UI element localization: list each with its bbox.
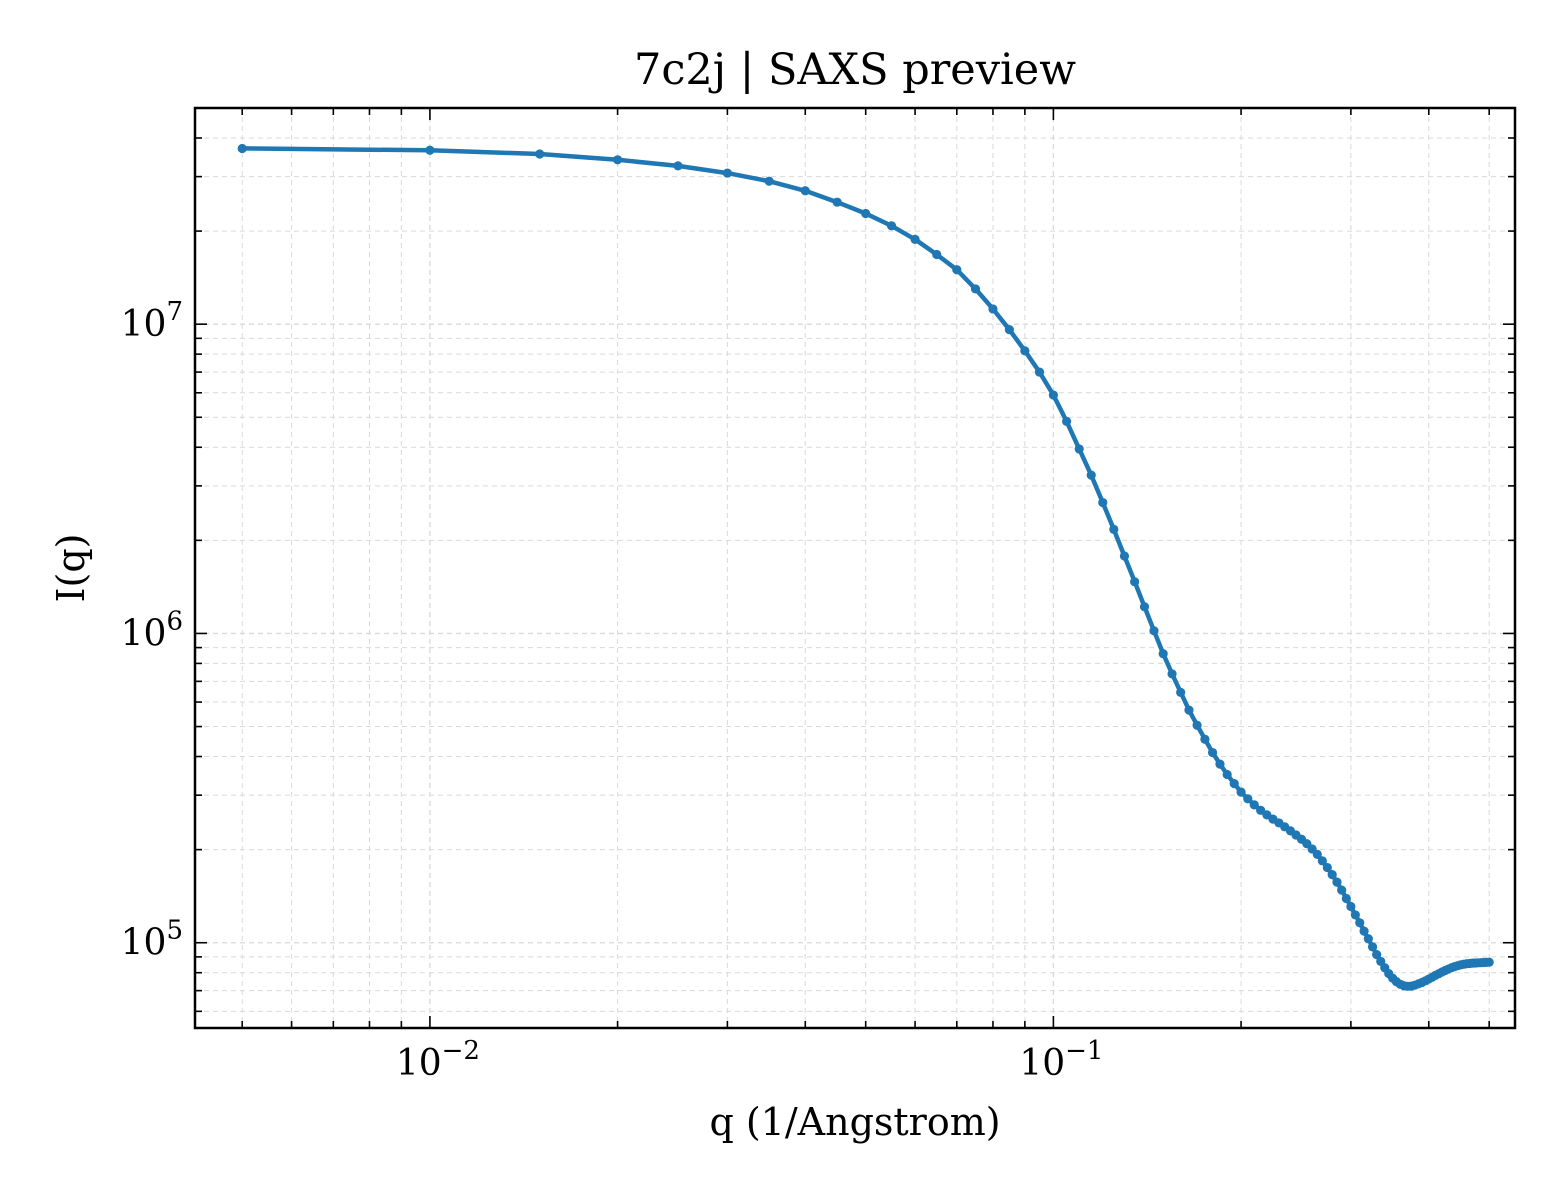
data-point — [1337, 885, 1347, 895]
data-point — [1034, 367, 1045, 377]
data-point — [910, 234, 920, 244]
y-tick-label: 106 — [121, 606, 183, 654]
data-point — [988, 304, 998, 314]
data-point — [861, 208, 871, 219]
data-point — [1367, 942, 1378, 952]
data-point — [886, 221, 897, 231]
data-point — [1372, 950, 1382, 960]
data-point — [722, 168, 732, 178]
y-tick-label: 105 — [121, 916, 183, 964]
data-point — [970, 284, 981, 294]
data-point — [237, 143, 247, 154]
data-point — [1484, 957, 1494, 967]
data-point — [764, 176, 774, 186]
data-point — [1048, 390, 1058, 400]
data-point — [1249, 800, 1259, 810]
data-point — [1176, 687, 1186, 697]
data-point — [1086, 470, 1096, 480]
data-point — [425, 145, 435, 155]
data-point — [1327, 870, 1337, 880]
data-point — [832, 197, 842, 207]
data-point — [1158, 649, 1168, 659]
x-axis-label: q (1/Angstrom) — [709, 1100, 1000, 1144]
plot-area — [237, 143, 1494, 991]
data-point — [1130, 577, 1140, 587]
y-tick-label: 107 — [121, 297, 183, 345]
data-point — [1350, 910, 1360, 920]
data-point — [800, 186, 810, 196]
data-point — [1109, 524, 1119, 534]
y-axis-label: I(q) — [49, 534, 93, 603]
data-point — [1004, 325, 1014, 335]
data-point — [1062, 416, 1072, 426]
x-tick-label: 10−2 — [396, 1036, 480, 1084]
data-point — [612, 155, 623, 165]
data-point — [1192, 720, 1202, 730]
data-point — [1020, 346, 1030, 356]
data-point — [1243, 794, 1253, 804]
data-point — [1074, 444, 1084, 454]
data-point — [1236, 787, 1246, 797]
data-point — [1312, 849, 1322, 860]
data-point — [1207, 747, 1218, 758]
data-point — [952, 265, 962, 275]
data-point — [1215, 759, 1225, 769]
data-point — [1139, 602, 1150, 612]
data-point — [1317, 856, 1327, 866]
data-point — [1167, 669, 1177, 679]
data-point — [1184, 705, 1194, 715]
data-point — [1149, 626, 1159, 636]
data-point — [1322, 862, 1332, 873]
data-point — [932, 249, 942, 260]
data-point — [1200, 734, 1210, 744]
x-tick-label: 10−1 — [1019, 1036, 1103, 1084]
data-point — [1119, 551, 1130, 561]
data-point — [1359, 926, 1369, 936]
data-point — [1229, 778, 1239, 789]
data-point — [1346, 901, 1356, 912]
grid-lines — [195, 107, 1515, 1028]
data-point — [1098, 497, 1108, 508]
data-point — [1363, 934, 1373, 944]
data-point — [1332, 877, 1342, 887]
plot-frame — [193, 106, 1517, 1030]
data-point — [673, 161, 683, 171]
data-point — [1355, 918, 1365, 928]
data-point — [1222, 769, 1232, 780]
data-point — [535, 149, 545, 159]
data-point — [1341, 893, 1351, 904]
chart-title: 7c2j | SAXS preview — [634, 45, 1076, 95]
